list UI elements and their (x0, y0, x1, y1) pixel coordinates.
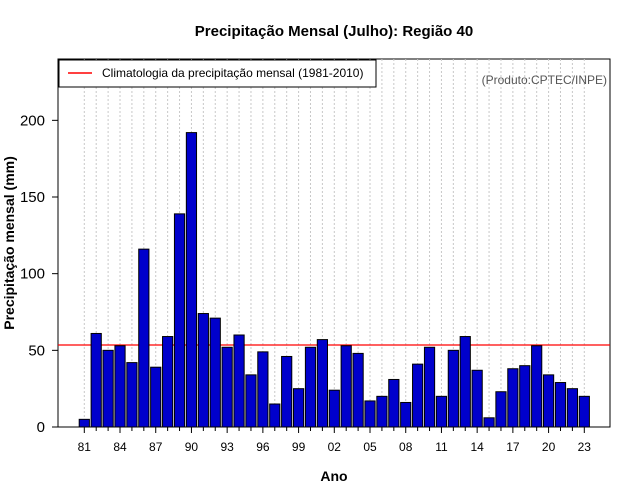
credit-label: (Produto:CPTEC/INPE) (482, 73, 607, 87)
bar-14 (471, 369, 483, 428)
x-tick-label: 99 (292, 440, 306, 454)
y-tick-label: 200 (20, 112, 45, 129)
legend-box (58, 59, 377, 88)
bar-90 (185, 132, 198, 428)
bar-92 (209, 317, 221, 428)
bar-91 (197, 313, 209, 428)
y-tick-label: 0 (37, 419, 45, 436)
x-tick-label: 93 (220, 440, 234, 454)
bar-19 (531, 345, 543, 428)
bar-83 (102, 349, 114, 428)
bar-89 (173, 213, 186, 428)
bar-13 (459, 336, 471, 428)
bar-03 (340, 345, 352, 428)
x-tick-label: 02 (328, 440, 342, 454)
legend: Climatologia da precipitação mensal (198… (58, 59, 377, 88)
bar-87 (150, 366, 162, 428)
bar-85 (126, 362, 138, 428)
bar-10 (423, 346, 436, 428)
grid (83, 59, 585, 427)
y-tick-label: 100 (20, 266, 45, 283)
bar-16 (495, 391, 507, 428)
bar-09 (412, 363, 424, 428)
x-tick-label: 20 (542, 440, 556, 454)
bar-02 (328, 389, 340, 428)
bar-84 (114, 345, 126, 428)
bars (78, 132, 590, 428)
bar-98 (281, 355, 293, 428)
x-tick-label: 87 (149, 440, 163, 454)
bar-01 (316, 339, 328, 428)
bar-21 (554, 382, 567, 428)
x-tick-label: 11 (435, 440, 448, 454)
x-tick-label: 84 (113, 440, 127, 454)
bar-17 (507, 368, 519, 428)
bar-86 (138, 248, 150, 428)
bar-07 (388, 378, 400, 428)
legend-label: Climatologia da precipitação mensal (198… (102, 66, 363, 80)
bar-88 (162, 336, 174, 428)
x-tick-label: 05 (363, 440, 377, 454)
bar-96 (257, 351, 269, 428)
y-tick-label: 150 (20, 189, 45, 206)
bar-97 (269, 403, 281, 428)
bar-05 (364, 400, 376, 428)
bar-99 (292, 388, 305, 428)
bar-11 (435, 395, 448, 428)
bar-20 (542, 374, 555, 428)
bar-04 (352, 352, 364, 428)
bar-06 (376, 395, 388, 428)
bar-23 (578, 395, 590, 428)
chart-title: Precipitação Mensal (Julho): Região 40 (195, 23, 473, 40)
bar-15 (483, 417, 495, 428)
bar-12 (447, 349, 459, 428)
x-tick-label: 90 (185, 440, 199, 454)
bar-00 (304, 346, 317, 428)
bar-18 (519, 365, 531, 428)
y-axis-label: Precipitação mensal (mm) (1, 156, 17, 330)
x-tick-label: 81 (78, 440, 92, 454)
bar-95 (245, 374, 257, 428)
x-tick-label: 23 (578, 440, 592, 454)
bar-82 (90, 332, 102, 428)
bar-81 (78, 418, 90, 428)
y-axis: 0 50 100 150 200 (20, 112, 58, 436)
bar-93 (221, 346, 233, 428)
x-tick-label: 17 (506, 440, 520, 454)
x-tick-label: 14 (470, 440, 484, 454)
bar-22 (566, 388, 578, 428)
x-tick-label: 96 (256, 440, 270, 454)
x-tick-label: 08 (399, 440, 413, 454)
bar-94 (233, 334, 245, 428)
bar-08 (400, 401, 412, 428)
y-tick-label: 50 (28, 342, 45, 359)
x-axis-label: Ano (320, 468, 347, 484)
x-axis: 81 84 87 90 93 96 99 02 05 08 11 14 17 20 23 (78, 427, 592, 454)
